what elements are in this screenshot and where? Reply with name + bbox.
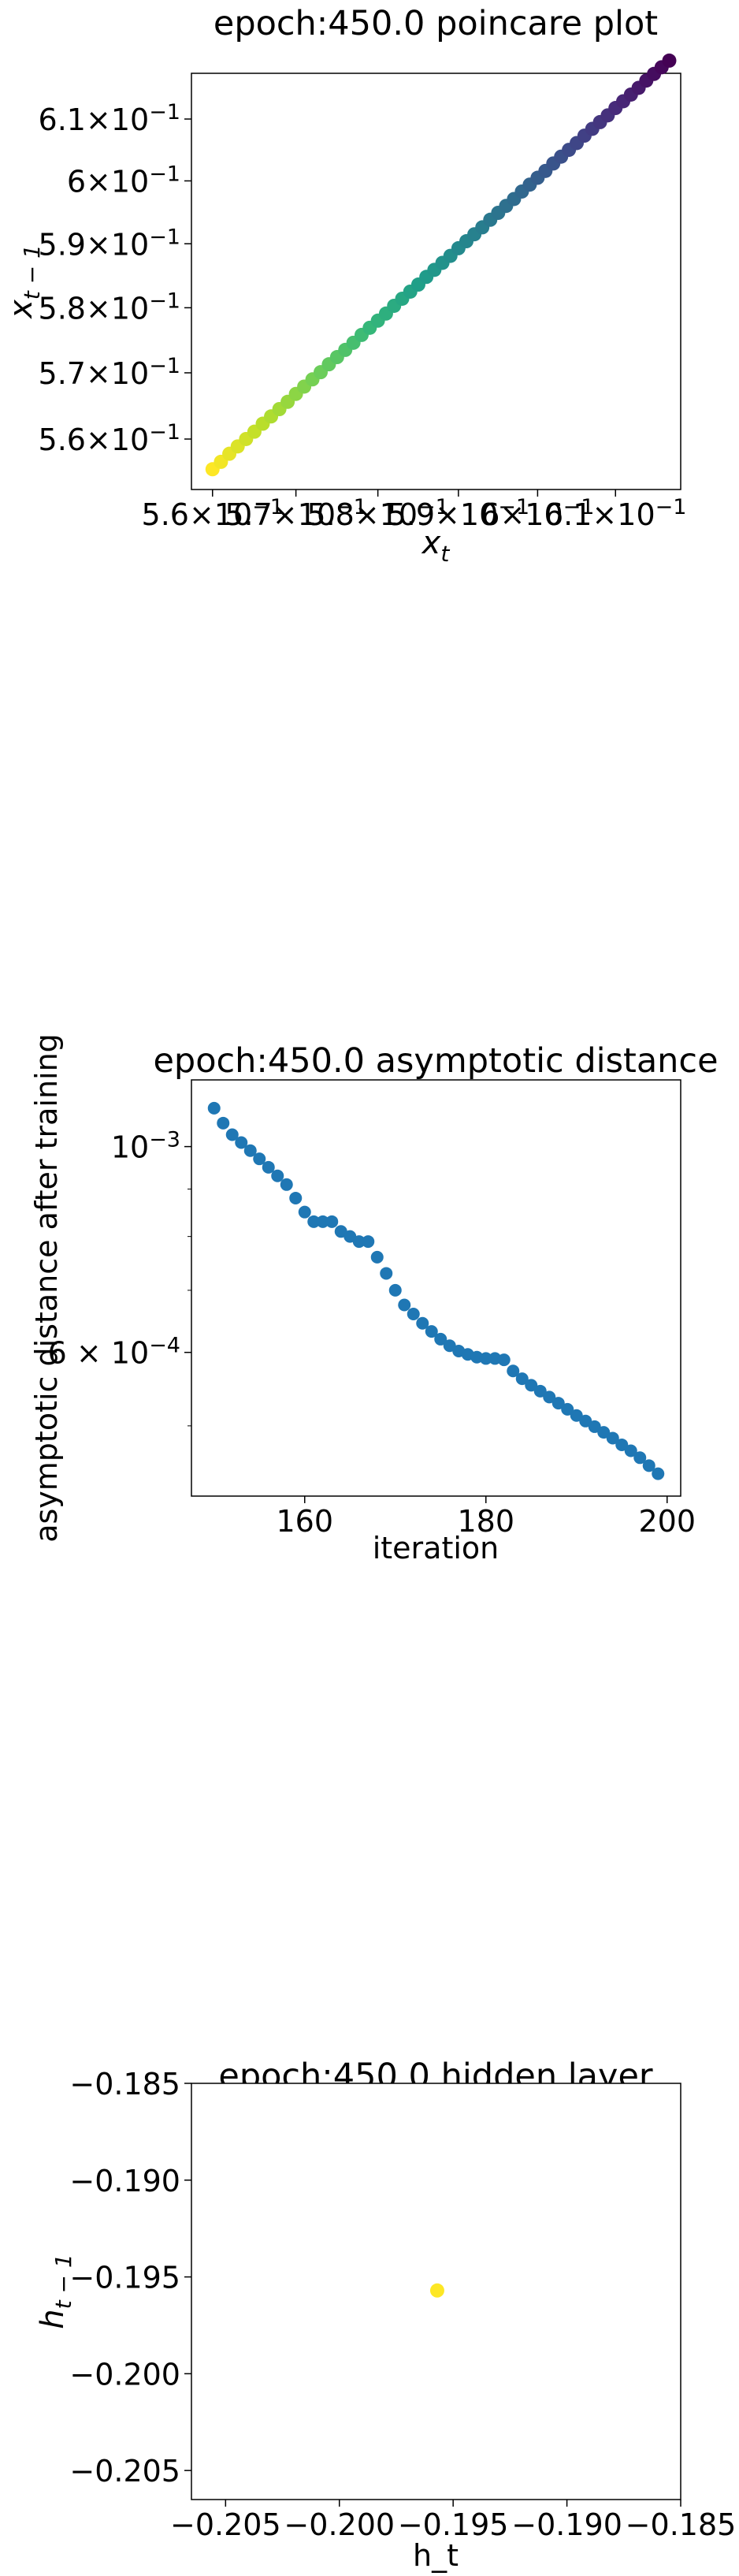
hidden-layer-x-tick-label: −0.205 <box>170 2507 281 2542</box>
poincare-y-tick-label: 5.6×10−1 <box>39 420 180 457</box>
asymptotic-point <box>207 1101 221 1115</box>
asymptotic-point <box>434 1332 447 1346</box>
hidden-layer-y-tick-label: −0.195 <box>69 2261 180 2295</box>
asymptotic-point <box>652 1467 665 1480</box>
hidden-layer-points <box>429 2283 444 2298</box>
hidden-layer-x-tick-label: −0.200 <box>284 2507 395 2542</box>
poincare-x-ticks: 5.6×10−15.7×10−15.8×10−15.9×10−16×10−16.… <box>142 490 686 532</box>
asymptotic-title: epoch:450.0 asymptotic distance <box>153 1041 718 1081</box>
poincare-points <box>205 53 677 477</box>
asymptotic-point <box>388 1283 402 1297</box>
asymptotic-point <box>416 1316 429 1330</box>
asymptotic-point <box>624 1444 637 1457</box>
hidden-layer-y-tick-label: −0.185 <box>69 2067 180 2101</box>
hidden-layer-y-tick-label: −0.200 <box>69 2357 180 2392</box>
asymptotic-x-tick-label: 200 <box>638 1504 696 1539</box>
asymptotic-x-tick-label: 180 <box>457 1504 514 1539</box>
poincare-x-tick-label: 5.7×10−1 <box>225 495 366 532</box>
hidden-layer-x-axis-label: h_t <box>413 2538 459 2573</box>
asymptotic-point <box>262 1160 275 1174</box>
asymptotic-point <box>543 1390 556 1404</box>
asymptotic-point <box>217 1116 230 1130</box>
asymptotic-point <box>280 1178 293 1191</box>
asymptotic-point <box>316 1215 329 1228</box>
asymptotic-point <box>561 1402 574 1416</box>
hidden-layer-point <box>429 2283 444 2298</box>
poincare-chart: epoch:450.0 poincare plot 5.6×10−15.7×10… <box>3 4 686 567</box>
asymptotic-x-axis-label: iteration <box>373 1531 499 1565</box>
hidden-layer-y-tick-label: −0.190 <box>69 2164 180 2198</box>
asymptotic-chart: epoch:450.0 asymptotic distance 160 180 20… <box>29 1033 719 1565</box>
asymptotic-point <box>352 1235 366 1249</box>
poincare-y-tick-label: 6.1×10−1 <box>39 100 180 137</box>
asymptotic-point <box>370 1250 384 1264</box>
hidden-layer-y-ticks: −0.185 −0.190 −0.195 −0.200 −0.205 <box>69 2067 191 2489</box>
asymptotic-point <box>606 1431 619 1445</box>
asymptotic-point <box>362 1235 375 1249</box>
asymptotic-point <box>642 1459 655 1472</box>
poincare-y-ticks: 5.6×10−1 5.7×10−1 5.8×10−1 5.9×10−1 6×10−1 6.… <box>39 100 191 457</box>
hidden-layer-x-tick-label: −0.195 <box>398 2507 509 2542</box>
asymptotic-point <box>588 1420 601 1433</box>
poincare-x-tick-label: 5.8×10−1 <box>306 495 448 532</box>
hidden-layer-x-tick-label: −0.185 <box>626 2507 737 2542</box>
poincare-x-tick-label: 5.6×10−1 <box>142 495 284 532</box>
asymptotic-y-ticks: 10−3 6 × 10−4 <box>48 1128 191 1427</box>
asymptotic-point <box>398 1298 411 1312</box>
asymptotic-point <box>533 1384 547 1398</box>
asymptotic-point <box>225 1128 239 1141</box>
asymptotic-x-tick-label: 160 <box>276 1504 333 1539</box>
asymptotic-point <box>633 1451 647 1465</box>
asymptotic-point <box>253 1152 266 1166</box>
asymptotic-point <box>425 1325 438 1338</box>
asymptotic-point <box>325 1215 339 1228</box>
asymptotic-point <box>407 1307 420 1320</box>
poincare-title: epoch:450.0 poincare plot <box>214 4 658 43</box>
asymptotic-point <box>235 1136 248 1149</box>
asymptotic-points <box>207 1101 665 1480</box>
asymptotic-point <box>597 1426 611 1439</box>
asymptotic-point <box>497 1353 511 1367</box>
asymptotic-point <box>479 1352 492 1365</box>
asymptotic-point <box>579 1414 592 1428</box>
asymptotic-point <box>289 1191 303 1204</box>
poincare-y-tick-label: 5.9×10−1 <box>39 225 180 262</box>
asymptotic-y-tick-label: 10−3 <box>111 1128 180 1165</box>
asymptotic-y-axis-label: asymptotic distance after training <box>29 1033 64 1543</box>
asymptotic-point <box>570 1409 583 1422</box>
poincare-y-axis-label: xt − 1 <box>3 244 45 320</box>
asymptotic-point <box>307 1215 321 1228</box>
poincare-y-tick-label: 5.8×10−1 <box>39 288 180 326</box>
asymptotic-point <box>298 1205 311 1219</box>
poincare-x-tick-label: 6×10−1 <box>481 495 594 532</box>
asymptotic-point <box>615 1438 629 1451</box>
asymptotic-y-tick-label: 6 × 10−4 <box>48 1334 180 1371</box>
hidden-layer-y-axis-label: ht − 1 <box>35 2254 76 2328</box>
asymptotic-point <box>551 1397 565 1410</box>
poincare-x-tick-label: 5.9×10−1 <box>388 495 529 532</box>
poincare-y-tick-label: 6×10−1 <box>67 162 180 199</box>
hidden-layer-chart: epoch:450.0 hidden layer −0.205 −0.200 −0.… <box>35 2057 736 2573</box>
hidden-layer-y-tick-label: −0.205 <box>69 2454 180 2489</box>
poincare-y-tick-label: 5.7×10−1 <box>39 354 180 391</box>
poincare-x-axis-label: xt <box>421 525 451 567</box>
asymptotic-point <box>507 1364 520 1378</box>
asymptotic-point <box>243 1144 257 1157</box>
asymptotic-point <box>271 1169 284 1182</box>
asymptotic-x-ticks: 160 180 200 <box>276 1496 696 1539</box>
hidden-layer-x-tick-label: −0.190 <box>511 2507 622 2542</box>
poincare-point <box>662 53 677 68</box>
hidden-layer-x-ticks: −0.205 −0.200 −0.195 −0.190 −0.185 <box>170 2500 736 2542</box>
asymptotic-point <box>525 1379 538 1392</box>
asymptotic-point <box>515 1372 529 1386</box>
asymptotic-point <box>380 1267 393 1280</box>
poincare-x-tick-label: 6.1×10−1 <box>544 495 686 532</box>
